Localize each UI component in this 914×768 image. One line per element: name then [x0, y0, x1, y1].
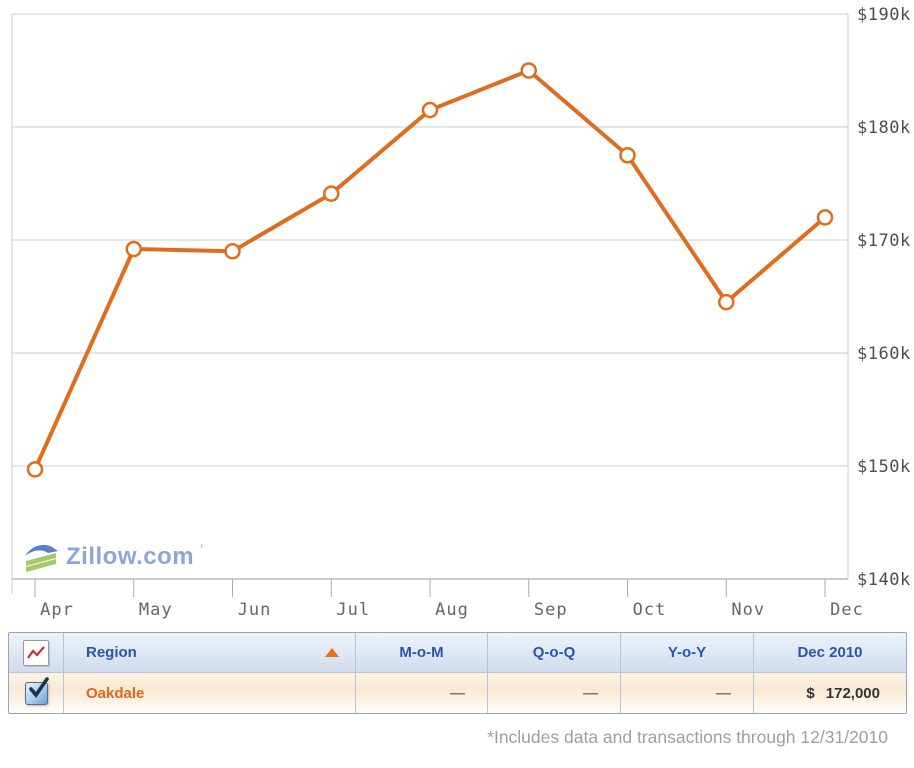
mom-value: — — [355, 673, 487, 713]
zillow-z-icon — [25, 544, 58, 572]
svg-text:Sep: Sep — [534, 600, 568, 620]
chart-column-header-cell — [9, 633, 63, 673]
svg-text:$140k: $140k — [857, 570, 911, 590]
column-header-qoq[interactable]: Q-o-Q — [487, 633, 620, 673]
svg-text:$150k: $150k — [857, 457, 911, 477]
qoq-value: — — [487, 673, 620, 713]
svg-text:$180k: $180k — [857, 118, 911, 138]
svg-text:$190k: $190k — [857, 5, 911, 25]
svg-text:Oct: Oct — [633, 600, 667, 620]
zillow-logo[interactable]: Zillow.com ’ — [24, 541, 203, 573]
footnote: *Includes data and transactions through … — [487, 727, 888, 747]
zillow-logo-text: Zillow.com — [66, 543, 195, 570]
column-header-region-label: Region — [86, 644, 137, 661]
svg-text:Apr: Apr — [40, 600, 74, 620]
home-values-line-chart: $190k $180k $170k $160k $150k $140k Apr May Jun J… — [11, 5, 911, 620]
checkbox-cell — [9, 673, 63, 713]
column-header-region[interactable]: Region — [63, 633, 355, 673]
region-checkbox-checked[interactable] — [24, 676, 49, 705]
table-row-oakdale: Oakdale — — — $ 172,000 — [9, 673, 906, 713]
yoy-value: — — [620, 673, 753, 713]
column-header-yoy[interactable]: Y-o-Y — [620, 633, 753, 673]
column-header-mom[interactable]: M-o-M — [355, 633, 487, 673]
dec-2010-value: $ 172,000 — [753, 673, 906, 713]
svg-text:$170k: $170k — [857, 231, 911, 251]
svg-text:Jul: Jul — [336, 600, 370, 620]
zillow-logo-trademark: ’ — [200, 543, 204, 555]
price-amount: 172,000 — [825, 684, 880, 702]
svg-text:Aug: Aug — [435, 600, 469, 620]
svg-text:Dec: Dec — [830, 600, 864, 620]
sort-ascending-icon — [325, 648, 339, 657]
region-name: Oakdale — [63, 673, 355, 713]
svg-text:$160k: $160k — [857, 344, 911, 364]
currency-symbol: $ — [806, 684, 815, 702]
line-chart-icon — [23, 639, 49, 666]
table-header-row: Region M-o-M Q-o-Q Y-o-Y Dec 2010 — [9, 633, 906, 673]
svg-text:Jun: Jun — [238, 600, 272, 620]
column-header-dec-2010[interactable]: Dec 2010 — [753, 633, 906, 673]
svg-text:May: May — [139, 600, 173, 620]
svg-text:Nov: Nov — [731, 600, 765, 620]
region-summary-table: Region M-o-M Q-o-Q Y-o-Y Dec 2010 Oakdal… — [8, 632, 907, 714]
